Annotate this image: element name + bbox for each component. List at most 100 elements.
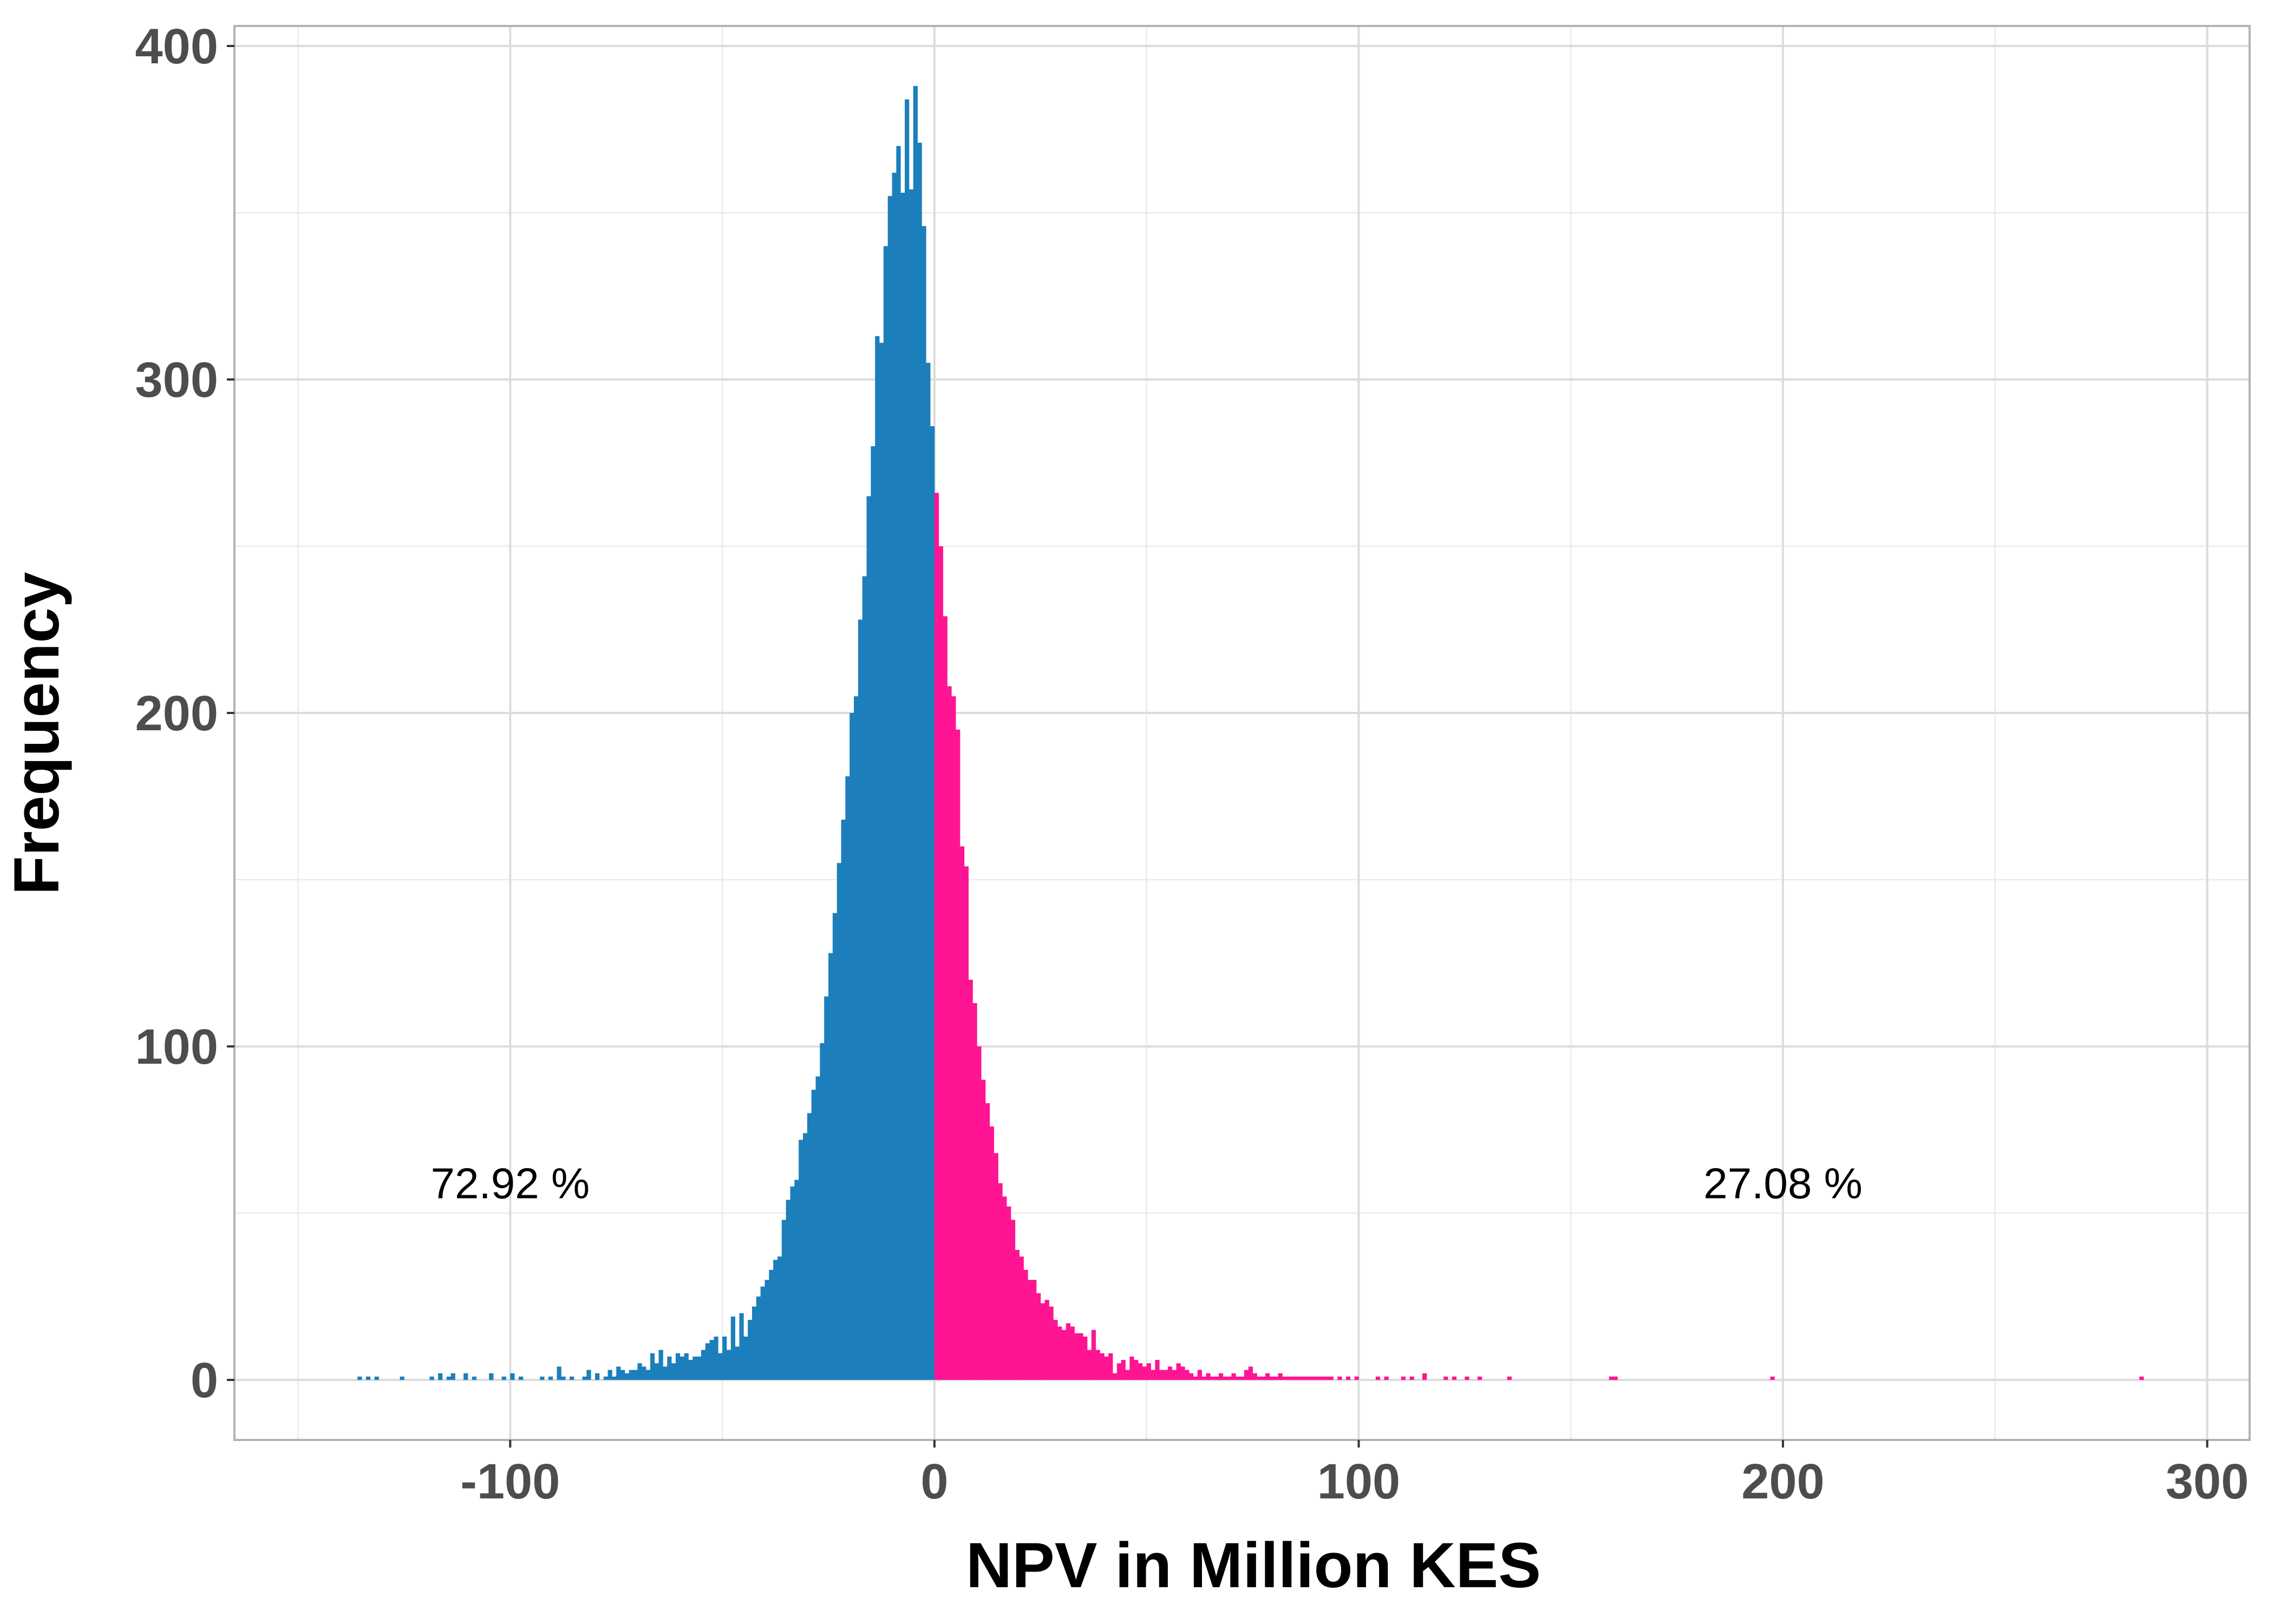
- histogram-bar: [1299, 1376, 1304, 1380]
- histogram-bar: [862, 576, 867, 1380]
- histogram-bar: [1257, 1376, 1262, 1380]
- histogram-bar: [1091, 1330, 1096, 1380]
- histogram-bar: [1214, 1376, 1219, 1380]
- histogram-bar: [917, 142, 922, 1380]
- histogram-bar: [794, 1180, 799, 1380]
- histogram-bar: [981, 1079, 986, 1380]
- histogram-bar: [786, 1200, 790, 1380]
- histogram-bar: [705, 1343, 710, 1380]
- histogram-bar: [637, 1363, 642, 1380]
- histogram-bar: [1291, 1376, 1296, 1380]
- histogram-bar: [582, 1376, 587, 1380]
- histogram-bar: [450, 1373, 455, 1380]
- histogram-bar: [1401, 1376, 1406, 1380]
- histogram-bar: [684, 1353, 689, 1380]
- histogram-bar: [930, 426, 935, 1380]
- histogram-bar: [1312, 1376, 1317, 1380]
- histogram-bar: [570, 1376, 574, 1380]
- histogram-bar: [671, 1363, 676, 1380]
- histogram-bar: [603, 1376, 608, 1380]
- histogram-bar: [735, 1346, 740, 1380]
- histogram-bar: [1273, 1376, 1279, 1380]
- histogram-bar: [1036, 1293, 1041, 1380]
- histogram-bar: [1613, 1376, 1618, 1380]
- histogram-bar: [909, 189, 914, 1380]
- histogram-bar: [1049, 1306, 1054, 1380]
- histogram-bar: [692, 1356, 697, 1380]
- histogram-bar: [850, 713, 854, 1380]
- histogram-bar: [1409, 1376, 1414, 1380]
- histogram-bar: [1477, 1376, 1482, 1380]
- histogram-bar: [726, 1350, 731, 1380]
- histogram-bar: [1028, 1280, 1033, 1380]
- histogram-bar: [1104, 1356, 1109, 1380]
- histogram-bar: [959, 846, 965, 1380]
- histogram-bar: [679, 1356, 684, 1380]
- histogram-bar: [1303, 1376, 1308, 1380]
- minor-gridlines: [234, 26, 2250, 1440]
- histogram-bar: [1320, 1376, 1325, 1380]
- histogram-bar: [760, 1286, 765, 1380]
- histogram-bar: [722, 1337, 727, 1380]
- histogram-bar: [832, 913, 838, 1380]
- histogram-bar: [947, 686, 952, 1380]
- histogram-bar: [1252, 1373, 1257, 1380]
- histogram-bar: [1201, 1376, 1206, 1380]
- histogram-bar: [650, 1353, 655, 1380]
- histogram-bar: [697, 1356, 702, 1380]
- histogram-bar: [802, 1133, 808, 1380]
- histogram-bar: [1609, 1376, 1614, 1380]
- histogram-bar: [616, 1366, 621, 1380]
- histogram-bar: [1129, 1356, 1134, 1380]
- histogram-bar: [1316, 1376, 1321, 1380]
- histogram-bar: [1167, 1366, 1173, 1380]
- histogram-bar: [871, 446, 875, 1380]
- histogram-bar: [900, 193, 905, 1380]
- histogram-bar: [934, 493, 939, 1380]
- histogram-bar: [1121, 1360, 1126, 1380]
- histogram-bar: [1236, 1376, 1240, 1380]
- histogram-bar: [1265, 1373, 1270, 1380]
- histogram-bar: [752, 1306, 757, 1380]
- histogram-bar: [781, 1220, 787, 1380]
- histogram-bar: [658, 1350, 663, 1380]
- histogram-bar: [837, 863, 841, 1380]
- histogram-bar: [1197, 1370, 1202, 1380]
- histogram-bar: [1087, 1350, 1092, 1380]
- histogram-bar: [620, 1370, 625, 1380]
- histogram-bar: [357, 1376, 362, 1380]
- histogram-bar: [1002, 1196, 1007, 1380]
- histogram-bar: [663, 1366, 668, 1380]
- histogram-bar: [1070, 1326, 1075, 1380]
- histogram-bar: [701, 1350, 706, 1380]
- histogram-bar: [1375, 1376, 1381, 1380]
- histogram-bar: [675, 1353, 681, 1380]
- histogram-bar: [938, 546, 943, 1380]
- histogram-bar: [1044, 1300, 1049, 1380]
- histogram-bar: [1155, 1360, 1160, 1380]
- histogram-bar: [1443, 1376, 1448, 1380]
- histogram-bar: [1231, 1373, 1236, 1380]
- histogram-bar: [1100, 1353, 1105, 1380]
- histogram-bar: [748, 1320, 753, 1380]
- percentage-annotation: 72.92 %: [431, 1160, 590, 1208]
- histogram-bar: [472, 1376, 477, 1380]
- annotations: 72.92 % 27.08 %: [431, 1160, 1863, 1208]
- histogram-bar: [951, 696, 956, 1380]
- histogram-bar: [642, 1366, 646, 1380]
- histogram-bar: [586, 1370, 591, 1380]
- histogram-bar: [743, 1337, 748, 1380]
- histogram-bar: [1023, 1269, 1028, 1380]
- histogram-bar: [548, 1376, 553, 1380]
- histogram-bar: [540, 1376, 545, 1380]
- histogram-bar: [1244, 1370, 1249, 1380]
- histogram-bar: [400, 1376, 404, 1380]
- histogram-bar: [943, 616, 948, 1380]
- histogram-bar: [790, 1186, 795, 1380]
- histogram-bar: [1286, 1376, 1291, 1380]
- histogram-bar: [1095, 1350, 1100, 1380]
- x-axis-ticks: -100 0 100 200 300: [460, 1440, 2249, 1509]
- histogram-bar: [964, 866, 969, 1380]
- histogram-bar: [489, 1373, 494, 1380]
- histogram-bar: [1227, 1376, 1232, 1380]
